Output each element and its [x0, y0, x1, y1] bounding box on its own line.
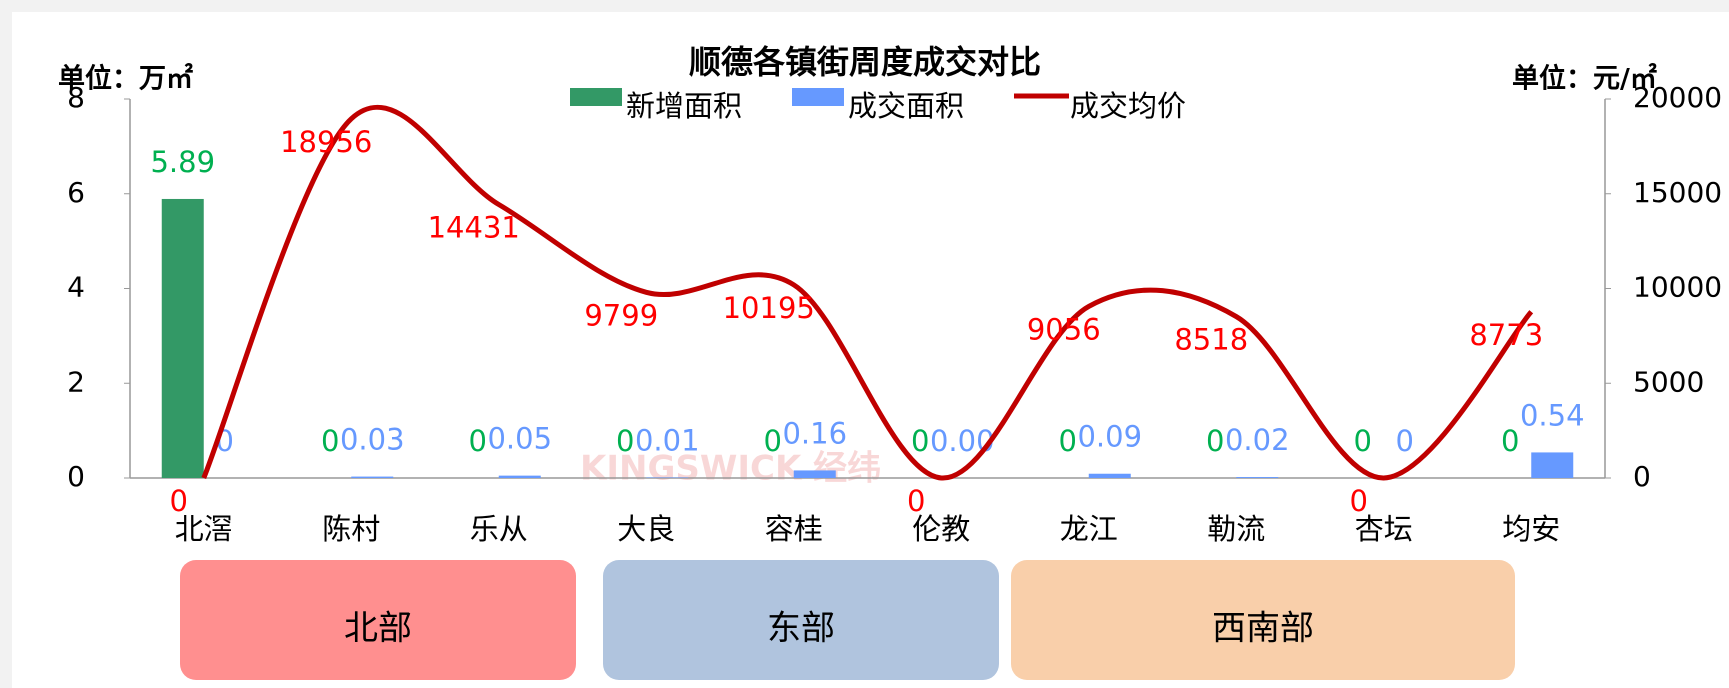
data-label: 14431	[428, 211, 520, 245]
data-label: 0	[1354, 424, 1372, 458]
x-tick-label: 北滘	[175, 512, 233, 546]
x-tick-label: 勒流	[1207, 512, 1265, 546]
data-label: 8518	[1174, 323, 1248, 357]
x-tick-label: 均安	[1502, 512, 1560, 546]
data-label: 0	[616, 424, 634, 458]
data-label: 0	[469, 424, 487, 458]
y2-tick-label: 0	[1633, 460, 1651, 493]
y2-tick-label: 5000	[1633, 365, 1704, 398]
group-label: 北部	[344, 609, 412, 649]
watermark: KINGSWICK 经纬	[580, 449, 881, 489]
x-tick-label: 杏坛	[1355, 512, 1413, 546]
chart-title: 顺德各镇街周度成交对比	[689, 43, 1041, 81]
data-label: 0.03	[340, 423, 405, 457]
group-label: 东部	[767, 609, 835, 649]
data-label: 0.05	[487, 422, 552, 456]
group-label: 西南部	[1212, 609, 1314, 649]
data-label: 0	[911, 424, 929, 458]
data-label: 0.01	[635, 424, 700, 458]
data-label: 5.89	[150, 145, 215, 179]
x-tick-label: 容桂	[765, 512, 823, 546]
legend-swatch	[792, 88, 844, 106]
data-label: 0	[321, 424, 339, 458]
bar	[1088, 473, 1131, 478]
y-tick-label: 4	[67, 271, 85, 304]
y-tick-label: 0	[67, 460, 85, 493]
data-label: 0	[170, 484, 188, 518]
data-label: 0	[1350, 484, 1368, 518]
price-line	[201, 104, 1534, 481]
group-box	[603, 560, 999, 680]
y2-axis-label: 单位：元/㎡	[1512, 63, 1657, 95]
y2-tick-label: 10000	[1633, 271, 1722, 304]
data-label: 0.16	[782, 416, 847, 450]
bar	[161, 198, 204, 478]
data-label: 10195	[723, 291, 815, 325]
y-tick-label: 6	[67, 176, 85, 209]
data-label: 18956	[280, 125, 372, 159]
data-label: 0.09	[1077, 420, 1142, 454]
data-label: 0	[1059, 424, 1077, 458]
data-label: 0.00	[930, 424, 995, 458]
data-label: 9799	[584, 298, 658, 332]
y2-tick-label: 15000	[1633, 176, 1722, 209]
legend-label: 成交面积	[848, 89, 964, 123]
bar	[793, 470, 836, 478]
x-tick-label: 大良	[617, 512, 675, 546]
y-tick-label: 2	[67, 365, 85, 398]
data-label: 0.02	[1225, 423, 1290, 457]
bar	[1236, 477, 1279, 478]
group-box	[1011, 560, 1515, 680]
y-axis-label: 单位：万㎡	[58, 63, 193, 95]
data-label: 0.54	[1520, 398, 1585, 432]
bar	[1531, 452, 1574, 478]
data-label: 0	[1501, 424, 1519, 458]
y-tick-label: 8	[67, 81, 85, 114]
data-label: 0	[1206, 424, 1224, 458]
data-label: 8773	[1469, 318, 1543, 352]
x-tick-label: 龙江	[1060, 512, 1118, 546]
bar	[351, 476, 394, 478]
data-label: 0	[1396, 424, 1414, 458]
x-tick-label: 乐从	[470, 512, 528, 546]
legend-label: 新增面积	[626, 89, 742, 123]
group-box	[180, 560, 576, 680]
data-label: 0	[907, 484, 925, 518]
bar	[498, 475, 541, 478]
y2-tick-label: 20000	[1633, 81, 1722, 114]
legend-swatch	[570, 88, 622, 106]
data-label: 0	[764, 424, 782, 458]
legend-label: 成交均价	[1070, 89, 1186, 123]
data-label: 9056	[1027, 312, 1101, 346]
x-tick-label: 伦教	[912, 512, 970, 546]
x-tick-label: 陈村	[322, 512, 380, 546]
